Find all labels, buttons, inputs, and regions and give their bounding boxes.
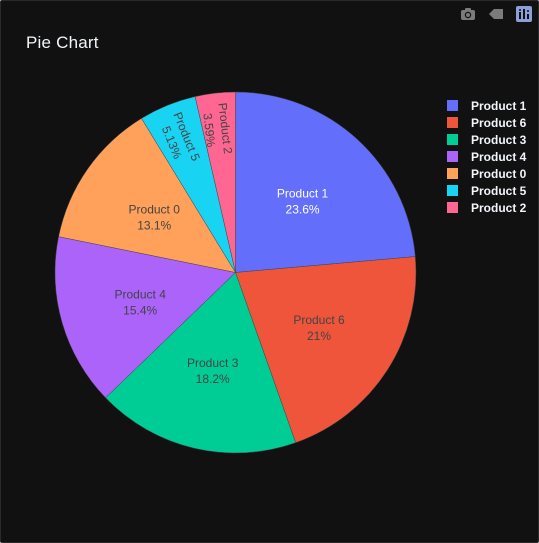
pie-slice-product-1[interactable] [235,91,416,273]
legend-label: Product 3 [471,132,527,147]
slice-name-label: Product 4 [115,287,167,301]
legend-swatch [447,168,458,179]
legend-swatch [447,202,458,213]
legend-swatch [447,134,458,145]
legend-label: Product 5 [471,183,527,198]
plotly-logo-icon[interactable] [516,6,532,22]
autoscale-icon[interactable] [488,6,504,22]
pie-slice-product-3[interactable] [105,272,296,454]
slice-name-label: Product 1 [277,186,329,200]
legend-item-product-1[interactable]: Product 1 [447,97,526,114]
slice-name-label: Product 0 [129,203,181,217]
legend-item-product-5[interactable]: Product 5 [447,182,526,199]
slice-label-product-0: Product 0 13.1% [129,203,181,233]
pie-slice-product-0[interactable] [58,118,237,273]
slice-label-product-3: Product 3 18.2% [187,356,239,386]
legend-label: Product 0 [471,166,527,181]
slice-percent-label: 13.1% [137,219,171,233]
slice-percent-label: 3.59% [200,112,218,148]
legend-label: Product 4 [471,149,527,164]
legend-item-product-2[interactable]: Product 2 [447,199,526,216]
legend-item-product-3[interactable]: Product 3 [447,131,526,148]
legend-swatch [447,151,458,162]
chart-title: Pie Chart [26,33,99,52]
legend-swatch [447,185,458,196]
slice-name-label: Product 6 [293,313,345,327]
legend: Product 1 Product 6 Product 3 Product 4 Prod… [447,97,526,216]
pie-slice-product-2[interactable] [194,91,236,273]
slice-label-product-6: Product 6 21% [293,313,345,343]
slice-label-product-1: Product 1 23.6% [277,186,329,216]
legend-label: Product 2 [471,200,527,215]
slice-percent-label: 18.2% [196,372,230,386]
pie-slice-product-6[interactable] [235,256,417,443]
camera-icon[interactable] [460,6,476,22]
slice-label-product-2: Product 23.59% [200,102,235,155]
pie-slice-product-4[interactable] [54,236,237,399]
slice-percent-label: 15.4% [123,303,157,317]
modebar [460,6,532,22]
slice-percent-label: 21% [307,329,331,343]
legend-item-product-4[interactable]: Product 4 [447,148,526,165]
legend-item-product-6[interactable]: Product 6 [447,114,526,131]
slice-percent-label: 23.6% [286,202,320,216]
legend-swatch [447,117,458,128]
legend-item-product-0[interactable]: Product 0 [447,165,526,182]
legend-label: Product 1 [471,98,527,113]
legend-swatch [447,100,458,111]
slice-name-label: Product 2 [215,102,235,155]
slice-label-product-4: Product 4 15.4% [115,287,167,317]
legend-label: Product 6 [471,115,527,130]
slice-name-label: Product 3 [187,356,239,370]
